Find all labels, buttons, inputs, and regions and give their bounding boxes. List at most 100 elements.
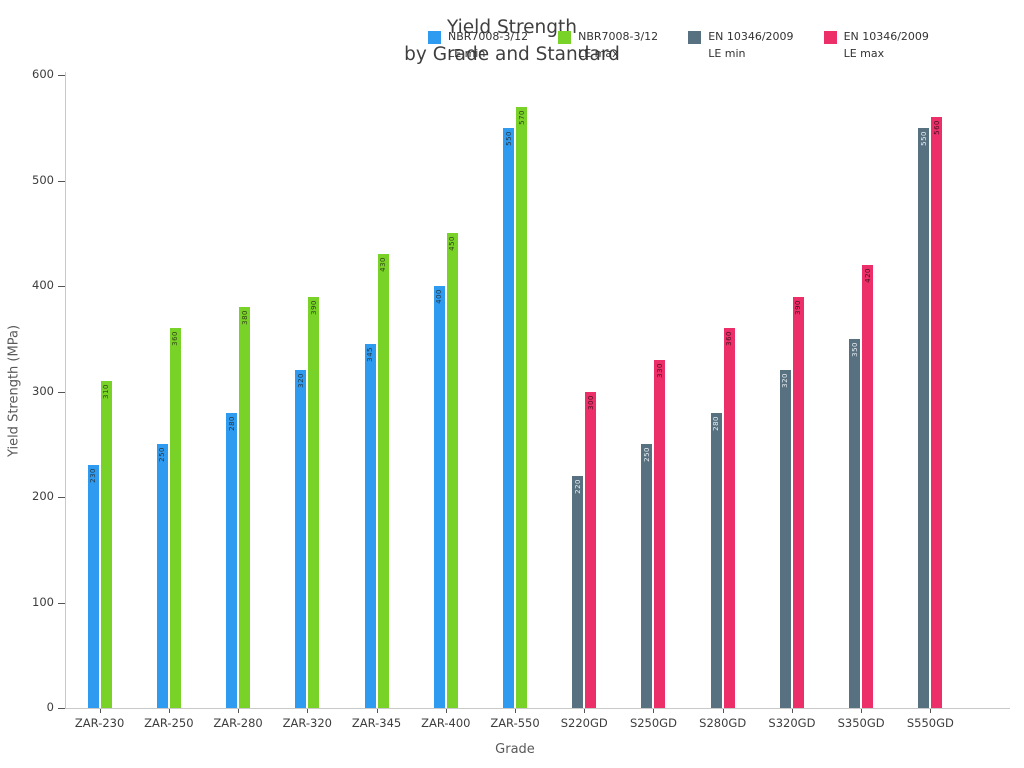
legend: NBR7008-3/12 LE min NBR7008-3/12 LE max EN 1… bbox=[428, 29, 929, 62]
x-tick-mark bbox=[722, 709, 724, 713]
bar-s550gd-le-min: 550 bbox=[918, 127, 930, 708]
x-tick-label: S220GD bbox=[560, 716, 608, 730]
bar-group-s280gd: 280 360 bbox=[688, 328, 757, 708]
legend-label: EN 10346/2009 LE max bbox=[843, 30, 929, 60]
y-tick-label: 600 bbox=[32, 67, 54, 81]
bar-value-label: 390 bbox=[309, 299, 318, 315]
chart-title-line-2: by Grade and Standard bbox=[404, 44, 620, 65]
bar-group-s250gd: 250 330 bbox=[619, 359, 688, 708]
bar-s250gd-le-min: 250 bbox=[641, 444, 653, 708]
y-tick-mark bbox=[58, 708, 65, 709]
x-tick-label: ZAR-345 bbox=[351, 716, 402, 730]
x-tick-label: S550GD bbox=[906, 716, 954, 730]
y-tick-mark bbox=[58, 75, 65, 76]
bar-value-label: 550 bbox=[919, 130, 928, 146]
y-tick-label: 300 bbox=[32, 383, 54, 398]
y-tick-label: 400 bbox=[32, 278, 54, 292]
bar-s250gd-le-max: 330 bbox=[654, 359, 666, 708]
bar-zar-320-le-max: 390 bbox=[308, 296, 320, 708]
bar-s220gd-le-min: 220 bbox=[572, 475, 584, 708]
x-axis-label: Grade bbox=[495, 742, 535, 757]
legend-label: EN 10346/2009 LE min bbox=[708, 30, 794, 60]
bar-value-label: 560 bbox=[932, 120, 941, 136]
bar-group-s320gd: 320 390 bbox=[757, 296, 826, 708]
bar-zar-345-le-min: 345 bbox=[364, 344, 376, 708]
bar-value-label: 420 bbox=[863, 267, 872, 283]
bar-group-zar-400: 400 450 bbox=[411, 233, 480, 708]
x-tick-label: S320GD bbox=[768, 716, 816, 730]
bar-zar-320-le-min: 320 bbox=[295, 370, 307, 708]
y-axis-line bbox=[65, 72, 66, 709]
legend-item-1: NBR7008-3/12 LE max bbox=[558, 29, 658, 62]
legend-label: NBR7008-3/12 LE max bbox=[578, 30, 659, 60]
bar-zar-250-le-min: 250 bbox=[156, 444, 168, 708]
legend-swatch-icon bbox=[558, 31, 572, 44]
bar-s350gd-le-max: 420 bbox=[862, 264, 874, 708]
bar-zar-400-le-max: 450 bbox=[446, 233, 458, 708]
x-tick-mark bbox=[653, 709, 655, 713]
bar-value-label: 250 bbox=[158, 447, 167, 463]
y-tick-mark bbox=[58, 180, 65, 182]
bar-zar-230-le-min: 230 bbox=[87, 465, 99, 708]
bar-group-zar-345: 345 430 bbox=[342, 254, 411, 708]
x-tick-label: ZAR-250 bbox=[144, 716, 194, 730]
legend-item-3: EN 10346/2009 LE max bbox=[823, 29, 929, 62]
y-tick-mark bbox=[58, 286, 65, 287]
bar-s280gd-le-min: 280 bbox=[710, 412, 722, 708]
bar-value-label: 360 bbox=[725, 331, 734, 347]
bar-value-label: 280 bbox=[227, 415, 236, 431]
x-tick-label: ZAR-550 bbox=[490, 716, 540, 730]
y-tick-label: 200 bbox=[32, 489, 54, 503]
bar-s280gd-le-max: 360 bbox=[723, 328, 735, 708]
x-tick-label: ZAR-320 bbox=[282, 716, 332, 730]
bar-group-zar-250: 250 360 bbox=[134, 328, 203, 708]
x-tick-mark bbox=[307, 709, 309, 713]
bar-value-label: 320 bbox=[781, 373, 790, 389]
x-tick-label: ZAR-280 bbox=[213, 716, 263, 730]
legend-swatch-icon bbox=[823, 31, 837, 44]
x-tick-mark bbox=[238, 709, 240, 713]
x-tick-label: ZAR-230 bbox=[74, 716, 125, 730]
bar-value-label: 550 bbox=[504, 130, 513, 146]
bar-value-label: 300 bbox=[586, 394, 595, 410]
x-tick-label: S280GD bbox=[699, 716, 747, 730]
x-axis-line bbox=[65, 708, 1010, 709]
x-tick-mark bbox=[445, 709, 447, 713]
bar-value-label: 380 bbox=[240, 310, 249, 325]
x-tick-mark bbox=[168, 709, 170, 713]
legend-swatch-icon bbox=[428, 31, 441, 44]
x-tick-mark bbox=[515, 709, 516, 713]
x-tick-mark bbox=[861, 709, 863, 713]
chart-title: Yield Strength by Grade and Standard bbox=[0, 14, 1024, 68]
bar-group-s550gd: 550 560 bbox=[896, 117, 965, 708]
bar-group-zar-230: 230 310 bbox=[65, 380, 134, 708]
bar-value-label: 280 bbox=[712, 415, 721, 431]
x-tick-mark bbox=[791, 709, 793, 713]
bar-group-zar-550: 550 570 bbox=[480, 106, 549, 708]
y-tick-label: 100 bbox=[32, 594, 54, 609]
bar-zar-230-le-max: 310 bbox=[100, 380, 112, 708]
y-tick-mark bbox=[58, 497, 65, 498]
chart-title-line-1: Yield Strength bbox=[447, 17, 577, 38]
x-tick-mark bbox=[584, 709, 586, 713]
bar-zar-280-le-min: 280 bbox=[226, 412, 238, 708]
bar-value-label: 350 bbox=[850, 341, 859, 357]
bar-value-label: 250 bbox=[642, 447, 651, 463]
bar-s350gd-le-min: 350 bbox=[849, 338, 861, 708]
bar-value-label: 360 bbox=[171, 331, 180, 347]
bar-group-zar-280: 280 380 bbox=[203, 307, 272, 708]
bar-value-label: 390 bbox=[794, 299, 803, 315]
bar-group-zar-320: 320 390 bbox=[273, 296, 342, 708]
y-tick-label: 0 bbox=[46, 700, 54, 714]
bar-value-label: 570 bbox=[517, 109, 526, 125]
x-tick-label: S350GD bbox=[837, 716, 885, 730]
bar-value-label: 345 bbox=[366, 347, 375, 362]
x-tick-mark bbox=[99, 709, 101, 713]
bar-value-label: 230 bbox=[89, 468, 98, 484]
bar-zar-250-le-max: 360 bbox=[169, 328, 181, 708]
bar-s220gd-le-max: 300 bbox=[585, 391, 597, 708]
bar-s320gd-le-max: 390 bbox=[792, 296, 804, 708]
bar-s550gd-le-max: 560 bbox=[931, 117, 943, 708]
legend-item-2: EN 10346/2009 LE min bbox=[688, 29, 794, 62]
